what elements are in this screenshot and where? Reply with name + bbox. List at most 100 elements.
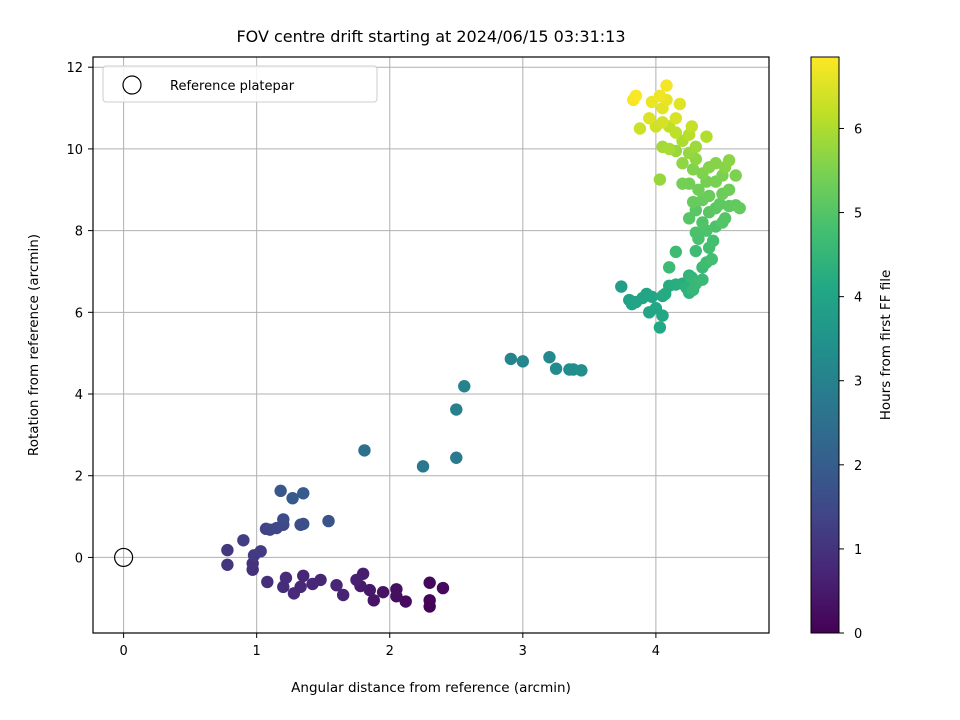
data-points	[221, 79, 746, 613]
data-point	[722, 183, 736, 196]
data-point	[504, 352, 518, 366]
data-point	[277, 513, 290, 526]
data-point	[261, 575, 274, 589]
data-point	[653, 173, 667, 186]
data-point	[686, 195, 700, 209]
y-axis-ticks: 0 2 4 6 8 10 12	[66, 61, 93, 566]
data-point	[221, 558, 234, 571]
data-point	[673, 97, 687, 111]
data-point	[543, 351, 556, 364]
legend-marker-icon	[122, 75, 142, 95]
data-point	[656, 116, 669, 129]
data-point	[662, 261, 676, 274]
data-point	[336, 588, 350, 602]
data-point	[706, 234, 720, 248]
data-point	[700, 130, 713, 143]
colorbar-tick-label: 1	[854, 543, 862, 558]
y-tick-label: 8	[75, 225, 83, 240]
y-tick-label: 0	[75, 551, 83, 566]
legend-label: Reference platepar	[170, 79, 295, 94]
y-axis-label: Rotation from reference (arcmin)	[26, 234, 42, 456]
y-tick-label: 12	[66, 61, 83, 76]
data-point	[575, 364, 588, 377]
colorbar-ticks: 0 1 2 3 4 5 6	[839, 122, 862, 642]
data-point	[450, 451, 463, 464]
data-point	[633, 122, 647, 135]
data-point	[350, 573, 363, 587]
colorbar-tick-label: 3	[854, 375, 862, 390]
data-point	[685, 120, 699, 133]
data-point	[689, 226, 703, 239]
colorbar: 0 1 2 3 4 5 6 Hours from first FF file	[810, 56, 894, 642]
data-point	[696, 273, 709, 286]
colorbar-tick-label: 2	[854, 459, 862, 474]
data-point	[662, 142, 676, 156]
data-point	[376, 585, 390, 599]
data-point	[277, 580, 290, 594]
data-point	[709, 157, 722, 170]
data-point	[436, 581, 450, 595]
data-point	[549, 362, 563, 375]
data-point	[390, 583, 403, 596]
data-point	[358, 444, 371, 457]
data-point	[330, 579, 343, 592]
data-point	[286, 491, 299, 505]
y-tick-label: 6	[75, 306, 83, 321]
chart-title: FOV centre drift starting at 2024/06/15 …	[236, 27, 625, 46]
data-point	[615, 280, 628, 293]
data-point	[645, 290, 659, 303]
data-point	[702, 189, 716, 203]
data-point	[399, 595, 412, 608]
colorbar-tick-label: 4	[854, 291, 862, 306]
data-point	[729, 169, 742, 182]
data-point	[254, 545, 267, 558]
data-point	[306, 577, 319, 591]
legend: Reference platepar	[102, 65, 378, 103]
data-point	[722, 154, 736, 167]
x-axis-label: Angular distance from reference (arcmin)	[291, 680, 571, 696]
data-point	[669, 245, 683, 259]
x-tick-label: 1	[253, 644, 261, 659]
data-point	[423, 576, 436, 589]
data-point	[516, 355, 530, 368]
data-point	[423, 594, 436, 607]
data-point	[274, 484, 287, 498]
data-point	[221, 543, 234, 557]
data-point	[733, 201, 746, 215]
data-point	[705, 253, 718, 266]
data-point	[450, 403, 463, 416]
data-point	[458, 380, 471, 393]
data-point	[676, 177, 689, 190]
colorbar-tick-label: 0	[854, 627, 862, 642]
data-point	[689, 140, 703, 154]
data-point	[718, 212, 732, 225]
y-tick-label: 4	[75, 388, 83, 403]
data-point	[322, 514, 335, 528]
x-axis-ticks: 0 1 2 3 4	[119, 633, 660, 659]
data-point	[692, 183, 705, 196]
reference-platepar-marker	[114, 547, 134, 568]
data-point	[689, 244, 703, 258]
data-point	[669, 112, 683, 125]
data-point	[653, 321, 667, 334]
y-tick-label: 2	[75, 470, 83, 485]
data-point	[676, 157, 689, 170]
data-point	[713, 197, 726, 211]
colorbar-gradient	[810, 56, 840, 634]
data-point	[237, 534, 250, 547]
data-point	[656, 309, 669, 322]
x-tick-label: 2	[386, 644, 394, 659]
data-point	[653, 89, 667, 103]
data-point	[660, 79, 673, 92]
data-point	[297, 517, 310, 531]
data-point	[643, 112, 656, 125]
x-tick-label: 0	[119, 644, 127, 659]
data-point	[367, 594, 380, 607]
legend-box	[102, 65, 378, 103]
data-point	[287, 587, 301, 600]
x-tick-label: 3	[519, 644, 527, 659]
data-point	[696, 216, 709, 229]
data-point	[629, 89, 643, 103]
data-point	[686, 163, 700, 176]
colorbar-tick-label: 6	[854, 122, 862, 137]
